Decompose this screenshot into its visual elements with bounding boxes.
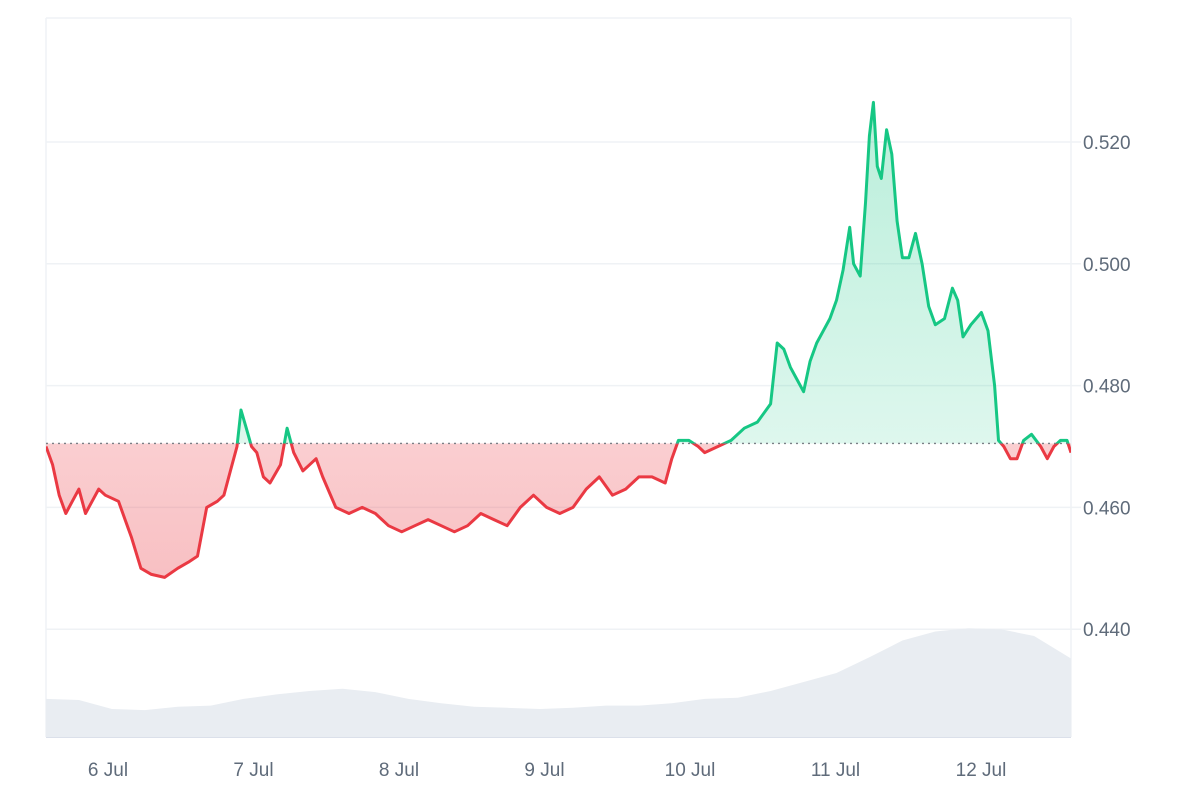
area-above-baseline (237, 102, 1069, 444)
x-tick-label: 10 Jul (665, 760, 716, 781)
y-tick-label: 0.480 (1083, 377, 1131, 398)
price-line-below (46, 443, 1071, 579)
x-tick-label: 8 Jul (379, 760, 419, 781)
y-tick-label: 0.460 (1083, 498, 1131, 519)
y-tick-label: 0.500 (1083, 255, 1131, 276)
area-below-baseline (46, 443, 1071, 578)
x-tick-label: 6 Jul (88, 760, 128, 781)
y-tick-label: 0.520 (1083, 133, 1131, 154)
y-tick-label: 0.440 (1083, 620, 1131, 641)
price-line-above (235, 100, 1070, 444)
x-tick-label: 7 Jul (233, 760, 273, 781)
volume-area (46, 628, 1071, 737)
x-tick-label: 12 Jul (956, 760, 1007, 781)
x-tick-label: 9 Jul (524, 760, 564, 781)
x-tick-label: 11 Jul (811, 760, 860, 781)
